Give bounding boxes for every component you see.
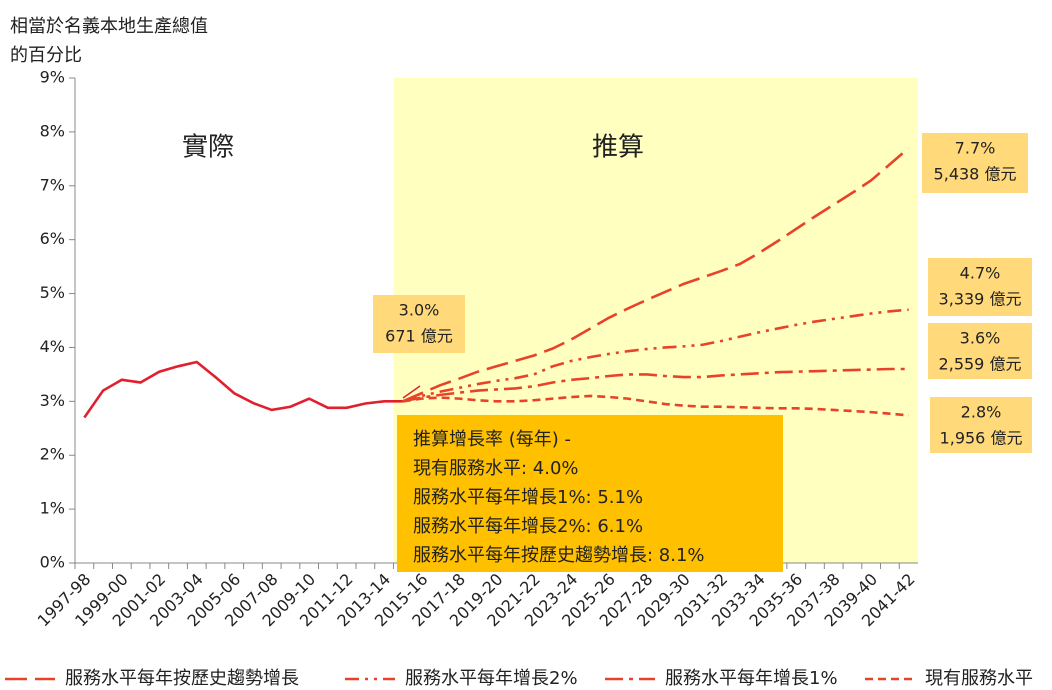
annotation-text: 671 億元 [385,327,453,346]
region-label: 實際 [182,133,234,163]
y-tick-label: 0% [40,553,65,572]
annotation-text: 1,956 億元 [940,429,1023,448]
annotation-text: 3.6% [960,329,1001,348]
y-axis-title: 的百分比 [10,45,82,66]
y-tick-label: 1% [40,499,65,518]
y-tick-label: 4% [40,337,65,356]
legend-label: 服務水平每年增長2% [405,668,578,686]
series-line [402,394,909,417]
series-line [402,367,909,403]
legend-label: 服務水平每年按歷史趨勢增長 [65,668,299,686]
info-text: 推算增長率 (每年) - [413,429,571,450]
annotation-text: 3.0% [399,301,440,320]
region-label: 推算 [592,133,644,163]
y-tick-label: 7% [40,175,65,194]
annotation-box [922,133,1028,193]
annotation-text: 4.7% [960,264,1001,283]
legend-label: 現有服務水平 [925,668,1033,686]
annotation-box [928,323,1032,379]
annotation-text: 3,339 億元 [939,290,1022,309]
series-line [402,147,910,403]
info-text: 現有服務水平: 4.0% [413,458,579,479]
annotation-text: 2,559 億元 [939,355,1022,374]
info-text: 服務水平每年增長2%: 6.1% [413,516,643,537]
annotation-box [928,258,1032,316]
y-axis-title: 相當於名義本地生產總值 [10,16,208,37]
y-tick-label: 2% [40,445,65,464]
annotation-text: 5,438 億元 [934,165,1017,184]
y-tick-label: 6% [40,229,65,248]
info-text: 服務水平每年按歷史趨勢增長: 8.1% [413,545,705,566]
series-line [83,360,403,419]
y-tick-label: 5% [40,283,65,302]
annotation-pointer [402,385,421,399]
legend-label: 服務水平每年增長1% [665,668,838,686]
info-box [397,415,783,572]
info-text: 服務水平每年增長1%: 5.1% [413,487,643,508]
annotation-text: 7.7% [955,139,996,158]
series-line [402,308,909,403]
y-tick-label: 8% [40,121,65,140]
annotation-box [373,295,465,353]
annotation-box [930,397,1032,453]
y-tick-label: 9% [40,68,65,87]
y-tick-label: 3% [40,391,65,410]
annotation-text: 2.8% [961,403,1002,422]
